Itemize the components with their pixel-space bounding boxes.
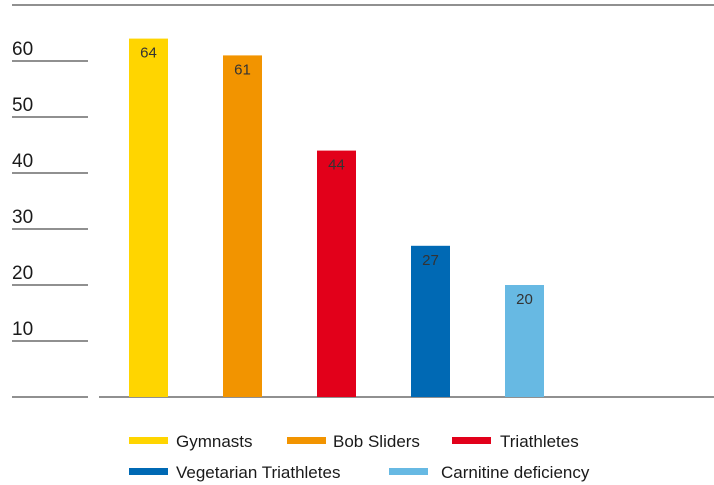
bars <box>129 38 544 398</box>
legend: Gymnasts Bob Sliders Triathletes Vegetarian… <box>129 432 590 482</box>
data-label-triathletes: 44 <box>328 157 345 174</box>
data-label-carnitine-deficiency: 20 <box>516 291 533 308</box>
bar-gymnasts <box>129 38 168 397</box>
data-label-gymnasts: 64 <box>140 45 157 62</box>
legend-label-bob-sliders: Bob Sliders <box>333 432 420 451</box>
bar-bob-sliders <box>223 55 262 398</box>
y-tick-label: 30 <box>12 207 33 228</box>
y-tick-label: 40 <box>12 151 33 172</box>
y-tick-label: 50 <box>12 95 33 116</box>
legend-swatch-bob-sliders <box>287 437 326 444</box>
data-labels: 64 61 44 27 20 <box>140 45 533 308</box>
legend-label-gymnasts: Gymnasts <box>176 432 253 451</box>
legend-swatch-vegetarian-triathletes <box>129 468 168 475</box>
y-tick-label: 10 <box>12 319 33 340</box>
bar-carnitine-deficiency <box>505 285 544 397</box>
legend-swatch-triathletes <box>452 437 491 444</box>
data-label-vegetarian-triathletes: 27 <box>422 252 439 269</box>
legend-label-carnitine-deficiency: Carnitine deficiency <box>441 463 590 482</box>
legend-label-triathletes: Triathletes <box>500 432 579 451</box>
legend-label-vegetarian-triathletes: Vegetarian Triathletes <box>176 463 340 482</box>
y-tick-label: 20 <box>12 263 33 284</box>
data-label-bob-sliders: 61 <box>234 61 251 78</box>
y-axis-ticks: 10 20 30 40 50 60 70 <box>12 0 714 342</box>
legend-swatch-carnitine-deficiency <box>389 468 428 475</box>
bar-triathletes <box>317 150 356 397</box>
legend-swatch-gymnasts <box>129 437 168 444</box>
y-tick-label: 60 <box>12 39 33 60</box>
y-tick-label: 70 <box>12 0 33 4</box>
bar-vegetarian-triathletes <box>411 245 450 397</box>
